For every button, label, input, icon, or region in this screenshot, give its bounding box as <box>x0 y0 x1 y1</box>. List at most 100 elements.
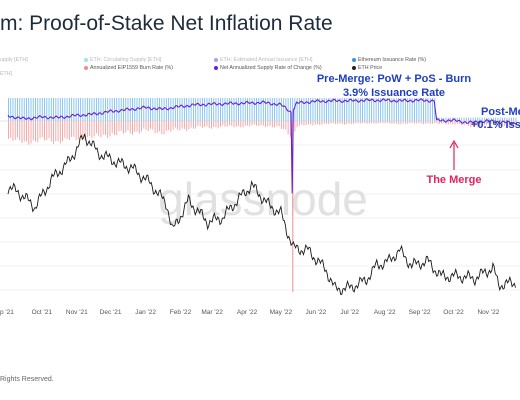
issuance-bar <box>461 117 463 121</box>
burn-bar <box>172 121 174 130</box>
issuance-bar <box>404 98 406 121</box>
burn-bar <box>317 121 318 125</box>
legend-item-net-rate[interactable]: Net Annualized Supply Rate of Change (%) <box>214 65 322 71</box>
burn-bar <box>274 121 276 128</box>
burn-bar <box>168 121 170 131</box>
legend: upply [ETH] ETH] ETH: Circulating Supply… <box>0 57 520 81</box>
burn-bar <box>413 121 415 124</box>
issuance-bar <box>438 117 440 121</box>
burn-bar <box>181 121 183 129</box>
merge-arrow-icon <box>449 139 459 170</box>
issuance-bar <box>364 98 366 121</box>
burn-bar <box>129 121 131 134</box>
burn-bar <box>14 121 16 140</box>
issuance-bar <box>179 98 181 121</box>
issuance-bar <box>55 98 57 121</box>
issuance-bar <box>499 117 501 121</box>
issuance-bar <box>285 98 287 121</box>
burn-bar <box>497 121 499 125</box>
issuance-bar <box>353 98 354 121</box>
issuance-bar <box>102 98 104 121</box>
issuance-bar <box>256 98 258 121</box>
issuance-bar <box>82 98 84 121</box>
burn-bar <box>204 121 206 127</box>
issuance-bar <box>251 98 253 121</box>
issuance-bar <box>488 117 490 121</box>
x-axis-ticks: p '21 Oct '21 Nov '21 Dec '21 Jan '22 Feb '22… <box>0 309 500 316</box>
burn-bar <box>479 121 481 126</box>
issuance-bar <box>195 98 197 121</box>
burn-bar <box>62 121 64 142</box>
legend-item-burn-rate[interactable]: Annualized EIP1559 Burn Rate (%) <box>84 65 173 71</box>
issuance-bar <box>497 117 499 121</box>
issuance-bar <box>477 117 479 121</box>
burn-bar <box>125 121 127 133</box>
burn-bar <box>287 121 289 135</box>
issuance-bar <box>368 98 370 121</box>
burn-bar <box>145 121 147 130</box>
legend-item-eth-price[interactable]: ETH Price <box>352 65 382 71</box>
burn-bar <box>82 121 84 140</box>
x-tick-label: Feb '22 <box>170 309 192 316</box>
issuance-bar <box>80 98 82 121</box>
burn-bar <box>350 121 352 125</box>
issuance-bar <box>294 98 296 121</box>
burn-bar <box>84 121 86 141</box>
issuance-bar <box>66 98 68 121</box>
burn-bar <box>242 121 244 128</box>
issuance-bar <box>395 98 397 121</box>
issuance-bar <box>224 98 226 121</box>
burn-bar <box>134 121 136 132</box>
issuance-bar <box>312 98 314 121</box>
issuance-bar <box>418 98 420 121</box>
burn-bar <box>425 121 427 124</box>
x-tick-label: May '22 <box>270 309 293 316</box>
burn-bar <box>501 121 503 127</box>
burn-bar <box>481 121 483 125</box>
burn-bar <box>427 121 429 124</box>
issuance-bar <box>393 98 395 121</box>
burn-bar <box>337 121 339 125</box>
burn-bar <box>332 121 334 124</box>
burn-bar <box>89 121 91 137</box>
burn-bar <box>262 121 264 126</box>
issuance-bar <box>274 98 276 121</box>
burn-bar <box>355 121 357 123</box>
legend-item-annual-issuance[interactable]: ETH: Estimated Annual Issuance [ETH] <box>214 57 312 63</box>
issuance-bar <box>373 98 375 121</box>
burn-bar <box>346 121 348 124</box>
burn-bar <box>37 121 39 143</box>
burn-bar <box>319 121 321 125</box>
issuance-bar <box>335 98 336 121</box>
issuance-bar <box>177 98 179 121</box>
issuance-bar <box>98 98 100 121</box>
issuance-bar <box>447 117 449 121</box>
legend-item-circulating-supply[interactable]: ETH: Circulating Supply [ETH] <box>84 57 161 63</box>
burn-bar <box>452 121 454 125</box>
issuance-bar <box>28 98 30 121</box>
x-tick-label: Jan '22 <box>135 309 156 316</box>
burn-bar <box>251 121 253 126</box>
x-tick-label: Sep '22 <box>409 309 431 316</box>
burn-bar <box>508 121 510 127</box>
issuance-bar <box>12 98 14 121</box>
issuance-bar <box>443 117 445 121</box>
burn-bar <box>195 121 197 129</box>
legend-swatch-icon <box>84 58 88 62</box>
issuance-bar <box>50 98 52 121</box>
issuance-bar <box>269 98 271 121</box>
issuance-bar <box>217 98 219 121</box>
issuance-bar <box>136 98 138 121</box>
legend-item-issuance-rate[interactable]: Ethereum Issuance Rate (%) <box>352 57 426 63</box>
issuance-bar <box>62 98 64 121</box>
issuance-bar <box>59 98 61 121</box>
burn-bar <box>450 121 451 124</box>
burn-bar <box>326 121 327 124</box>
legend-label: Ethereum Issuance Rate (%) <box>358 57 427 63</box>
burn-bar <box>328 121 330 125</box>
burn-bar <box>463 121 465 125</box>
burn-bar <box>247 121 248 126</box>
burn-bar <box>301 121 303 125</box>
issuance-bar <box>389 98 391 121</box>
burn-bar <box>359 121 361 124</box>
